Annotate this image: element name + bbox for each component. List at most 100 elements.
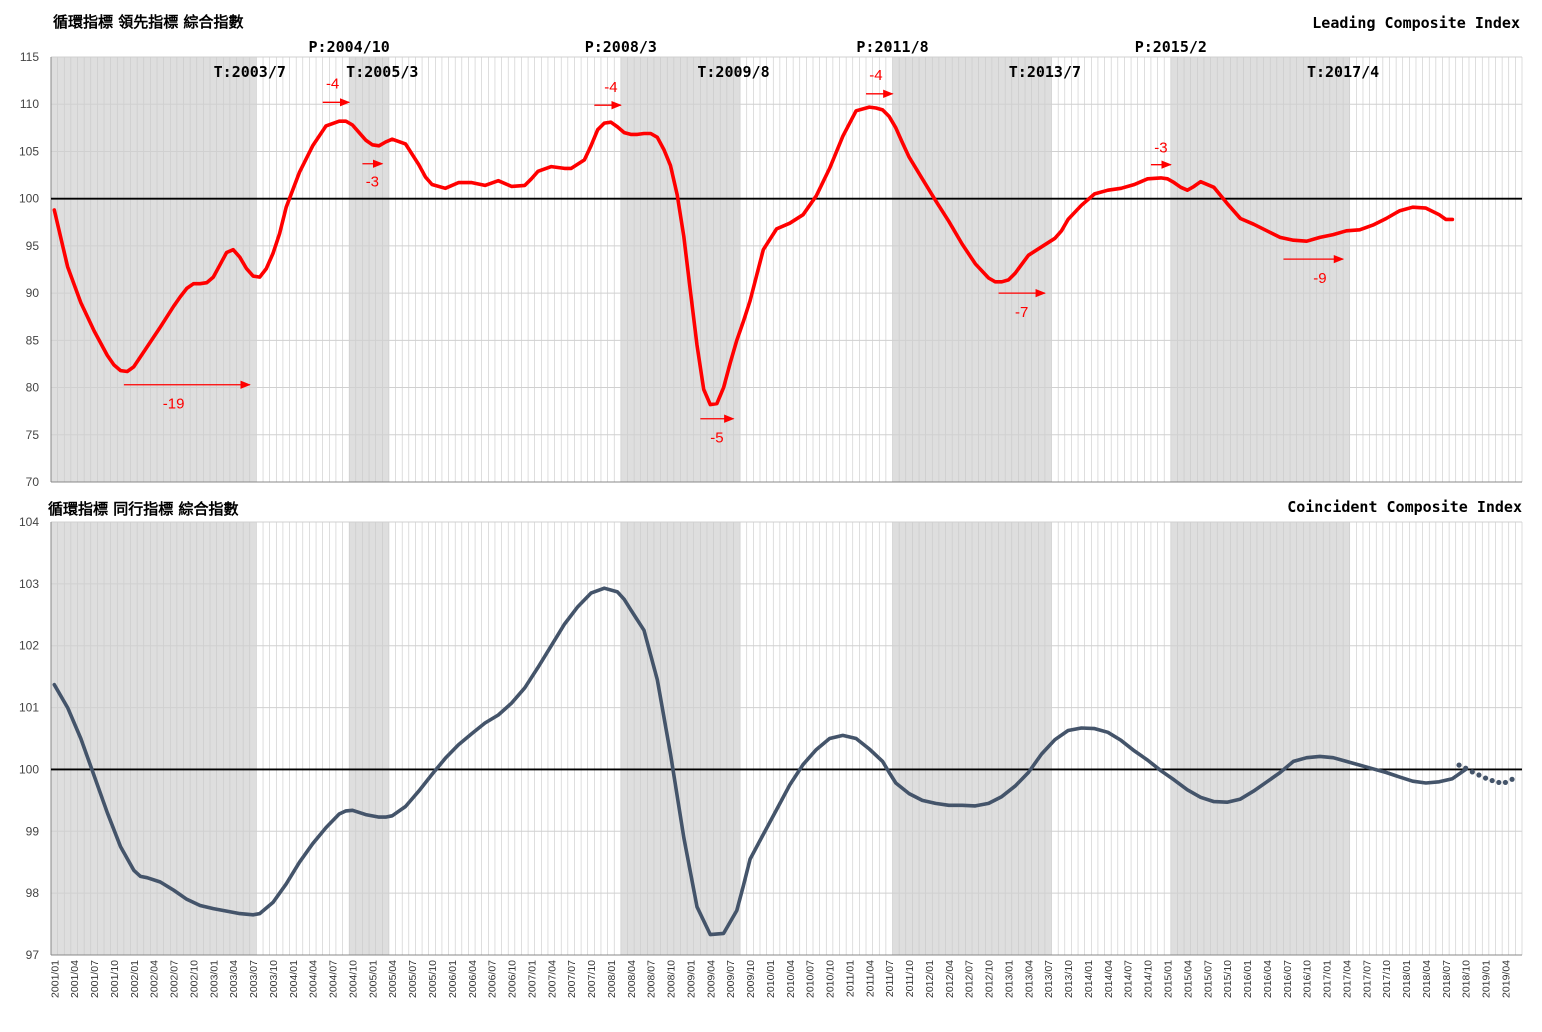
coincident-vertical-grid	[50, 522, 1523, 955]
turning-point-label: T:2005/3	[346, 63, 418, 81]
x-tick-label: 2001/10	[109, 960, 121, 998]
leading-y-tick-label: 110	[20, 97, 39, 111]
x-tick-label: 2011/04	[864, 960, 876, 997]
x-tick-label: 2012/10	[984, 960, 996, 998]
x-tick-label: 2009/07	[725, 960, 737, 998]
coincident-forecast-point	[1469, 769, 1475, 775]
x-tick-label: 2019/01	[1481, 960, 1493, 998]
turning-point-label: P:2004/10	[309, 38, 390, 56]
x-tick-label: 2015/04	[1182, 960, 1194, 998]
lead-time-label: -19	[163, 396, 185, 413]
x-tick-label: 2002/01	[129, 960, 141, 998]
x-tick-label: 2017/01	[1322, 960, 1334, 998]
x-tick-label: 2016/07	[1282, 960, 1294, 998]
x-tick-label: 2017/04	[1341, 960, 1353, 998]
leading-y-tick-label: 80	[26, 381, 40, 395]
x-tick-label: 2009/04	[705, 960, 717, 998]
x-tick-label: 2013/10	[1063, 960, 1075, 998]
coincident-forecast-point	[1456, 762, 1462, 768]
x-tick-label: 2002/10	[189, 960, 201, 998]
coincident-y-tick-label: 99	[26, 824, 40, 838]
turning-point-label: T:2017/4	[1307, 63, 1379, 81]
x-tick-label: 2017/07	[1361, 960, 1373, 998]
coincident-title-en: Coincident Composite Index	[1287, 498, 1522, 516]
x-tick-label: 2010/07	[805, 960, 817, 998]
lead-time-label: -3	[366, 174, 379, 191]
x-tick-label: 2010/01	[765, 960, 777, 998]
coincident-forecast-point	[1509, 776, 1515, 782]
coincident-y-tick-label: 104	[19, 515, 39, 529]
x-tick-label: 2010/10	[825, 960, 837, 998]
coincident-y-tick-label: 101	[19, 701, 39, 715]
turning-point-label: T:2003/7	[214, 63, 286, 81]
leading-y-tick-label: 85	[26, 333, 40, 347]
x-tick-label: 2003/10	[268, 960, 280, 998]
leading-y-tick-label: 75	[26, 428, 40, 442]
turning-point-label: P:2015/2	[1135, 38, 1207, 56]
leading-y-tick-label: 95	[26, 239, 40, 253]
x-tick-label: 2003/07	[248, 960, 260, 998]
x-tick-label: 2014/07	[1123, 960, 1135, 998]
leading-y-tick-label: 90	[26, 286, 40, 300]
turning-point-label: P:2008/3	[585, 38, 657, 56]
coincident-y-tick-label: 103	[19, 577, 39, 591]
x-tick-label: 2008/01	[606, 960, 618, 998]
x-tick-label: 2005/04	[387, 960, 399, 998]
x-tick-label: 2002/07	[169, 960, 181, 998]
x-tick-label: 2006/10	[507, 960, 519, 998]
x-tick-label: 2011/01	[844, 960, 856, 997]
x-tick-label: 2005/01	[367, 960, 379, 998]
x-tick-label: 2013/01	[1004, 960, 1016, 998]
x-tick-label: 2018/01	[1401, 960, 1413, 998]
coincident-shaded-period	[1170, 522, 1350, 955]
x-tick-label: 2016/10	[1302, 960, 1314, 998]
x-tick-label: 2004/01	[288, 960, 300, 998]
x-tick-label: 2004/10	[348, 960, 360, 998]
x-tick-label: 2018/04	[1421, 960, 1433, 998]
x-tick-label: 2014/01	[1083, 960, 1095, 998]
x-tick-label: 2002/04	[149, 960, 161, 998]
x-tick-label: 2012/04	[944, 960, 956, 998]
x-tick-label: 2004/04	[308, 960, 320, 998]
coincident-forecast-point	[1482, 775, 1489, 781]
lead-time-label: -4	[869, 67, 882, 84]
turning-point-label: T:2013/7	[1009, 63, 1081, 81]
coincident-forecast-point	[1489, 777, 1495, 784]
leading-y-tick-label: 115	[20, 50, 39, 64]
x-tick-label: 2015/07	[1202, 960, 1214, 998]
leading-shaded-period	[1170, 57, 1350, 482]
x-tick-label: 2007/07	[566, 960, 578, 998]
x-tick-label: 2009/01	[685, 960, 697, 998]
leading-title-ja: 循環指標 領先指標 綜合指數	[53, 13, 243, 31]
leading-index-panel: 70 75 80 85 90 95 100 105 110 115 T:2003/7 P:2004/1…	[19, 38, 1523, 489]
turning-point-label: P:2011/8	[856, 38, 928, 56]
x-tick-label: 2008/04	[626, 960, 638, 998]
coincident-forecast-point	[1476, 772, 1482, 778]
x-tick-label: 2006/04	[467, 960, 479, 998]
x-tick-label: 2013/07	[1043, 960, 1055, 998]
coincident-y-tick-label: 98	[26, 886, 40, 900]
x-tick-label: 2009/10	[745, 960, 757, 998]
x-tick-label: 2019/04	[1500, 960, 1512, 998]
x-tick-label: 2010/04	[785, 960, 797, 998]
x-tick-label: 2003/01	[208, 960, 220, 998]
x-tick-label: 2003/04	[228, 960, 240, 998]
x-tick-label: 2008/10	[666, 960, 678, 998]
lead-time-label: -4	[326, 75, 339, 92]
x-tick-label: 2017/10	[1381, 960, 1393, 998]
x-tick-label: 2014/10	[1143, 960, 1155, 998]
x-axis-ticks: 2001/01 2001/04 2001/07 2001/10 2002/01 2002/…	[49, 960, 1512, 998]
leading-y-tick-label: 105	[19, 144, 39, 158]
x-tick-label: 2011/10	[904, 960, 916, 997]
x-tick-label: 2005/10	[427, 960, 439, 998]
x-tick-label: 2008/07	[646, 960, 658, 998]
x-tick-label: 2015/01	[1163, 960, 1175, 998]
x-tick-label: 2007/01	[526, 960, 538, 998]
x-tick-label: 2011/07	[884, 960, 896, 997]
x-tick-label: 2005/07	[407, 960, 419, 998]
coincident-y-tick-label: 102	[19, 639, 39, 653]
x-tick-label: 2001/04	[69, 960, 81, 998]
coincident-index-panel: 97 98 99 100 101 102 103 104	[19, 515, 1523, 962]
leading-y-tick-label: 70	[26, 475, 40, 489]
